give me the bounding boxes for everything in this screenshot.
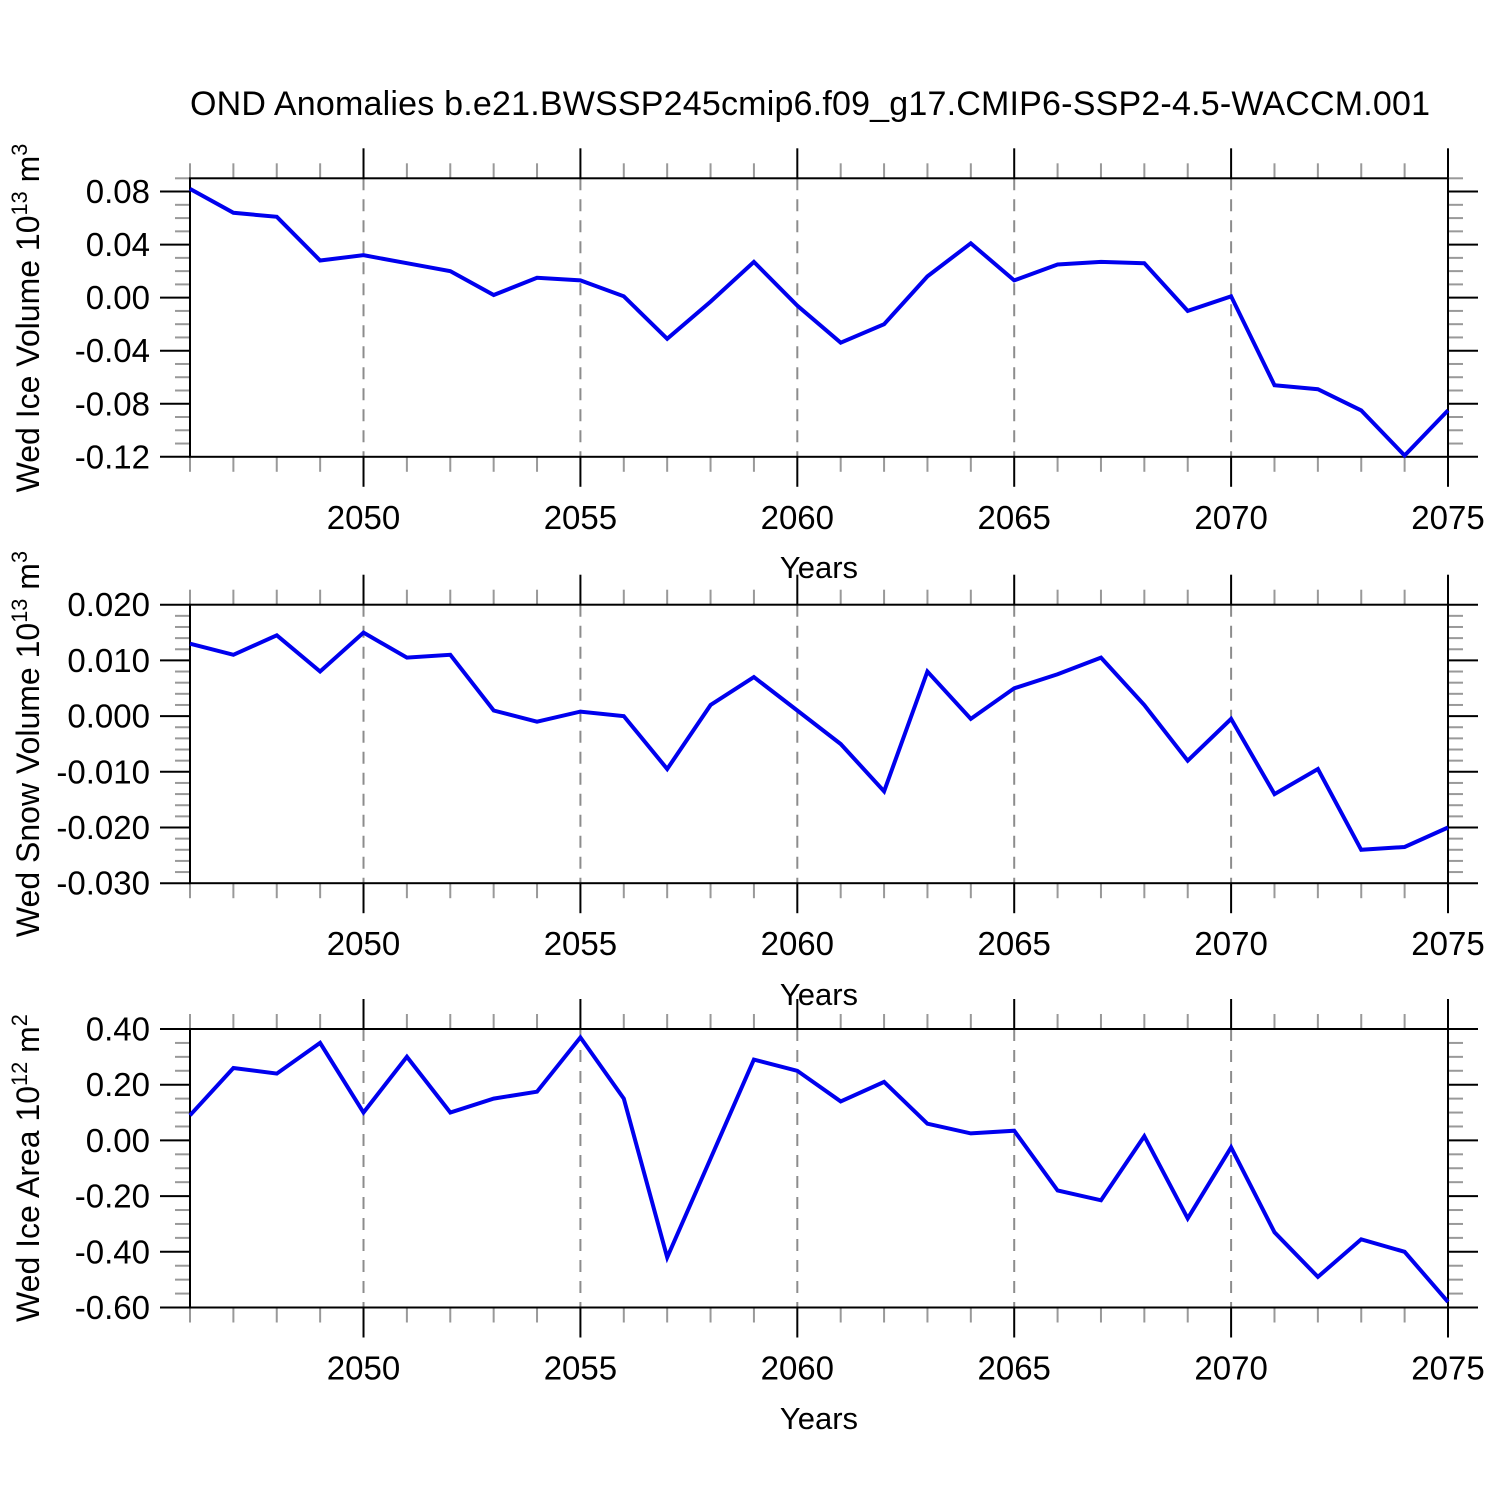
ylabel-superscript: 3 — [7, 143, 33, 156]
x-tick-label-2060: 2060 — [761, 1350, 834, 1387]
chart-wed-ice-area: 0.40 0.20 0.00 -0.20 -0.40 -0.60 2050 2055 2060 2… — [75, 999, 1485, 1387]
ylabel-superscript: 2 — [7, 1014, 33, 1027]
y-tick-label--0.020: -0.020 — [56, 809, 150, 846]
x-tick-label-2065: 2065 — [977, 1350, 1050, 1387]
ylabel-text: m — [10, 563, 46, 599]
chart-wed-ice-volume: 0.08 0.04 0.00 -0.04 -0.08 -0.12 2050 2055 2060 2… — [75, 148, 1485, 536]
x-tick-label-2055: 2055 — [544, 1350, 617, 1387]
x-axis-title-1: Years — [779, 550, 859, 585]
x-tick-label-2070: 2070 — [1194, 1350, 1267, 1387]
series-line-wed-ice-volume — [189, 187, 1450, 459]
y-tick-label-0.40: 0.40 — [86, 1011, 150, 1048]
y-tick-label--0.40: -0.40 — [75, 1233, 150, 1270]
x-tick-label-2075: 2075 — [1411, 499, 1484, 536]
ylabel-superscript: 13 — [7, 598, 33, 623]
x-tick-label-2070: 2070 — [1194, 499, 1267, 536]
y-tick-label--0.010: -0.010 — [56, 753, 150, 790]
y-tick-label-0.000: 0.000 — [67, 698, 150, 735]
y-axis-title-ice-area: Wed Ice Area 1012 m2 — [7, 843, 48, 1493]
ylabel-superscript: 13 — [7, 191, 33, 216]
y-tick-label-0.010: 0.010 — [67, 642, 150, 679]
x-tick-label-2050: 2050 — [327, 925, 400, 962]
y-tick-label--0.60: -0.60 — [75, 1289, 150, 1326]
x-axis-title-2: Years — [779, 977, 859, 1012]
x-tick-label-2075: 2075 — [1411, 925, 1484, 962]
chart-wed-snow-volume: 0.020 0.010 0.000 -0.010 -0.020 -0.030 2050 205… — [56, 574, 1485, 962]
plot-frame-wed-snow-volume — [189, 603, 1449, 885]
x-axis-title-3: Years — [779, 1401, 859, 1436]
x-tick-label-2060: 2060 — [761, 925, 834, 962]
y-tick-label-0.20: 0.20 — [86, 1066, 150, 1103]
ylabel-superscript: 12 — [7, 1061, 33, 1086]
plot-frame-wed-ice-area — [189, 1028, 1449, 1309]
y-tick-label--0.04: -0.04 — [75, 332, 150, 369]
y-tick-label--0.20: -0.20 — [75, 1178, 150, 1215]
y-tick-label-0.00: 0.00 — [86, 1122, 150, 1159]
figure-title: OND Anomalies b.e21.BWSSP245cmip6.f09_g1… — [190, 85, 1431, 123]
ylabel-text: Wed Ice Area 10 — [10, 1085, 46, 1322]
y-tick-label-0.00: 0.00 — [86, 279, 150, 316]
ylabel-superscript: 3 — [7, 550, 33, 564]
series-line-wed-snow-volume — [189, 630, 1449, 852]
x-tick-label-2065: 2065 — [977, 925, 1050, 962]
y-tick-label--0.08: -0.08 — [75, 385, 150, 422]
x-tick-label-2055: 2055 — [544, 925, 617, 962]
x-tick-label-2050: 2050 — [327, 1350, 400, 1387]
y-tick-label-0.04: 0.04 — [86, 226, 150, 263]
y-tick-label-0.08: 0.08 — [86, 173, 150, 210]
plot-frame-wed-ice-volume — [189, 177, 1449, 458]
x-tick-label-2075: 2075 — [1411, 1350, 1484, 1387]
x-tick-label-2055: 2055 — [544, 499, 617, 536]
y-tick-label--0.030: -0.030 — [56, 865, 150, 902]
x-tick-label-2050: 2050 — [327, 499, 400, 536]
y-tick-label--0.12: -0.12 — [75, 438, 150, 475]
x-tick-label-2070: 2070 — [1194, 925, 1267, 962]
ylabel-text: m — [10, 1026, 46, 1062]
series-line-wed-ice-area — [188, 1034, 1450, 1304]
x-tick-label-2065: 2065 — [977, 499, 1050, 536]
x-tick-label-2060: 2060 — [761, 499, 834, 536]
y-tick-label-0.020: 0.020 — [67, 586, 150, 623]
ylabel-text: m — [10, 155, 46, 192]
